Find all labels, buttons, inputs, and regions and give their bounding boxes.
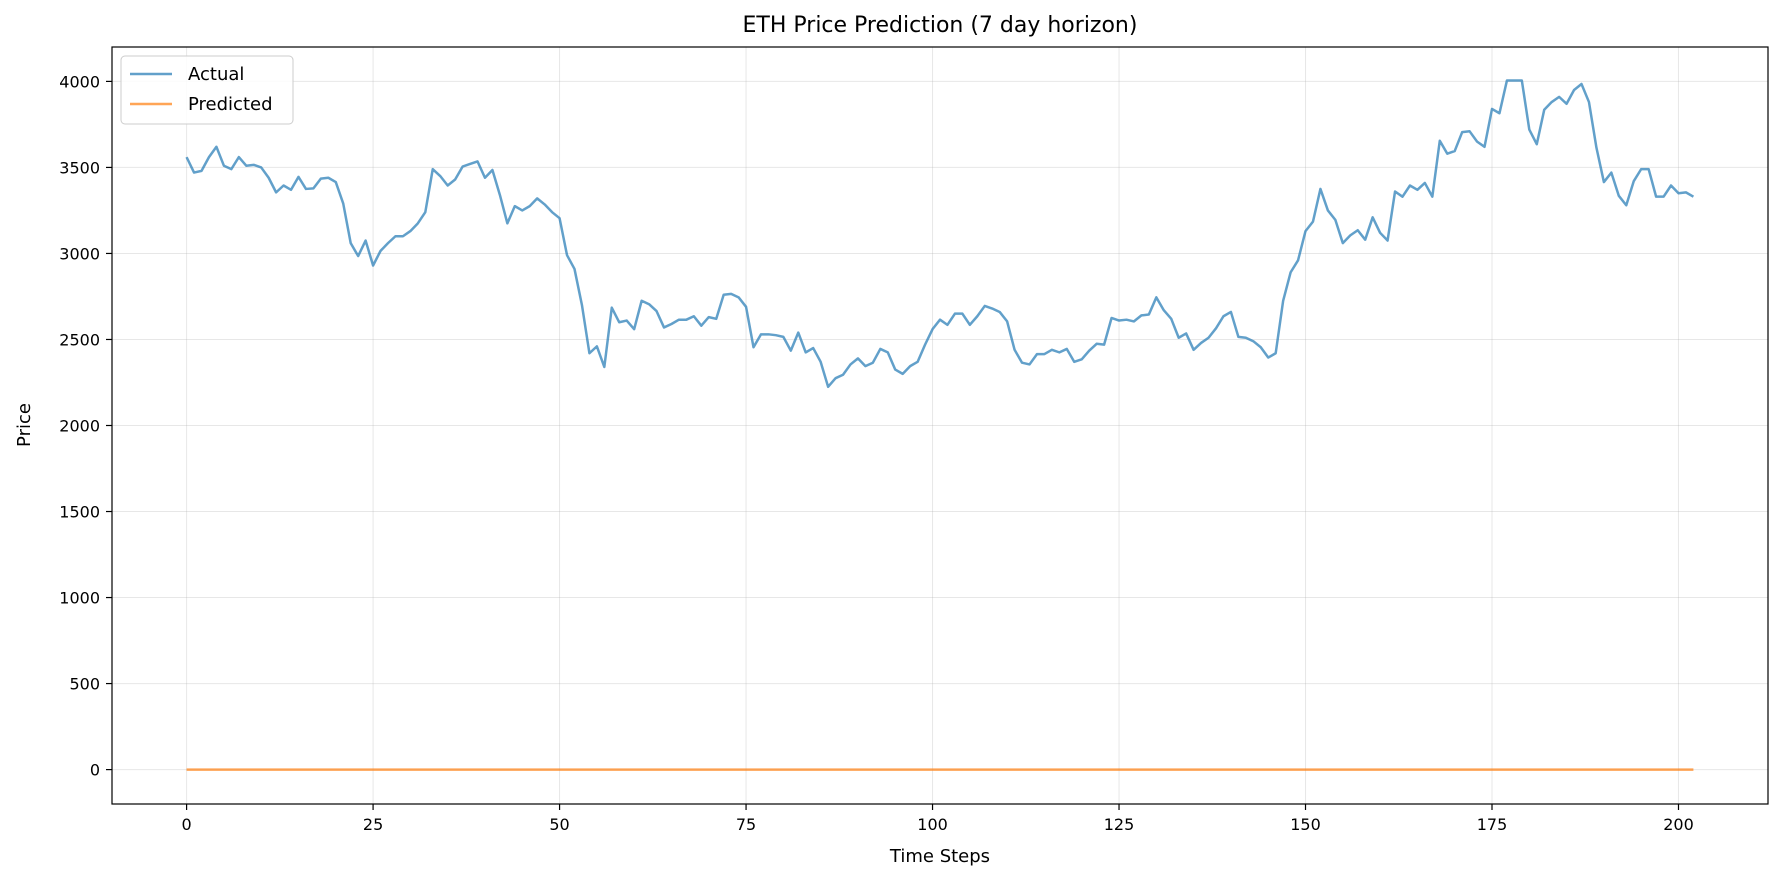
x-tick-label: 75 [736,815,756,834]
x-axis-label: Time Steps [889,846,990,867]
y-tick-label: 1000 [59,589,100,608]
x-axis: 0 25 50 75 100 125 150 175 200 [182,804,1694,834]
y-axis-label: Price [14,403,35,447]
y-tick-label: 4000 [59,72,100,91]
legend: Actual Predicted [120,55,294,125]
y-tick-label: 1500 [59,503,100,522]
x-tick-label: 150 [1290,815,1321,834]
y-tick-label: 0 [90,761,100,780]
y-tick-label: 500 [69,675,100,694]
x-tick-label: 100 [917,815,948,834]
y-tick-label: 2500 [59,330,100,349]
legend-label-predicted: Predicted [188,94,273,115]
x-tick-label: 125 [1104,815,1135,834]
chart-title: ETH Price Prediction (7 day horizon) [743,13,1138,38]
series-layer [185,79,1695,771]
x-tick-label: 200 [1663,815,1694,834]
x-tick-label: 25 [363,815,383,834]
grid [112,47,1768,804]
y-tick-label: 2000 [59,417,100,436]
x-tick-label: 50 [549,815,569,834]
y-tick-label: 3500 [59,158,100,177]
x-tick-label: 175 [1477,815,1508,834]
y-tick-label: 3000 [59,244,100,263]
x-tick-label: 0 [182,815,192,834]
legend-label-actual: Actual [188,64,244,85]
y-axis: 0 500 1000 1500 2000 2500 3000 3500 4000 [59,72,112,780]
series-line-actual [185,79,1695,389]
